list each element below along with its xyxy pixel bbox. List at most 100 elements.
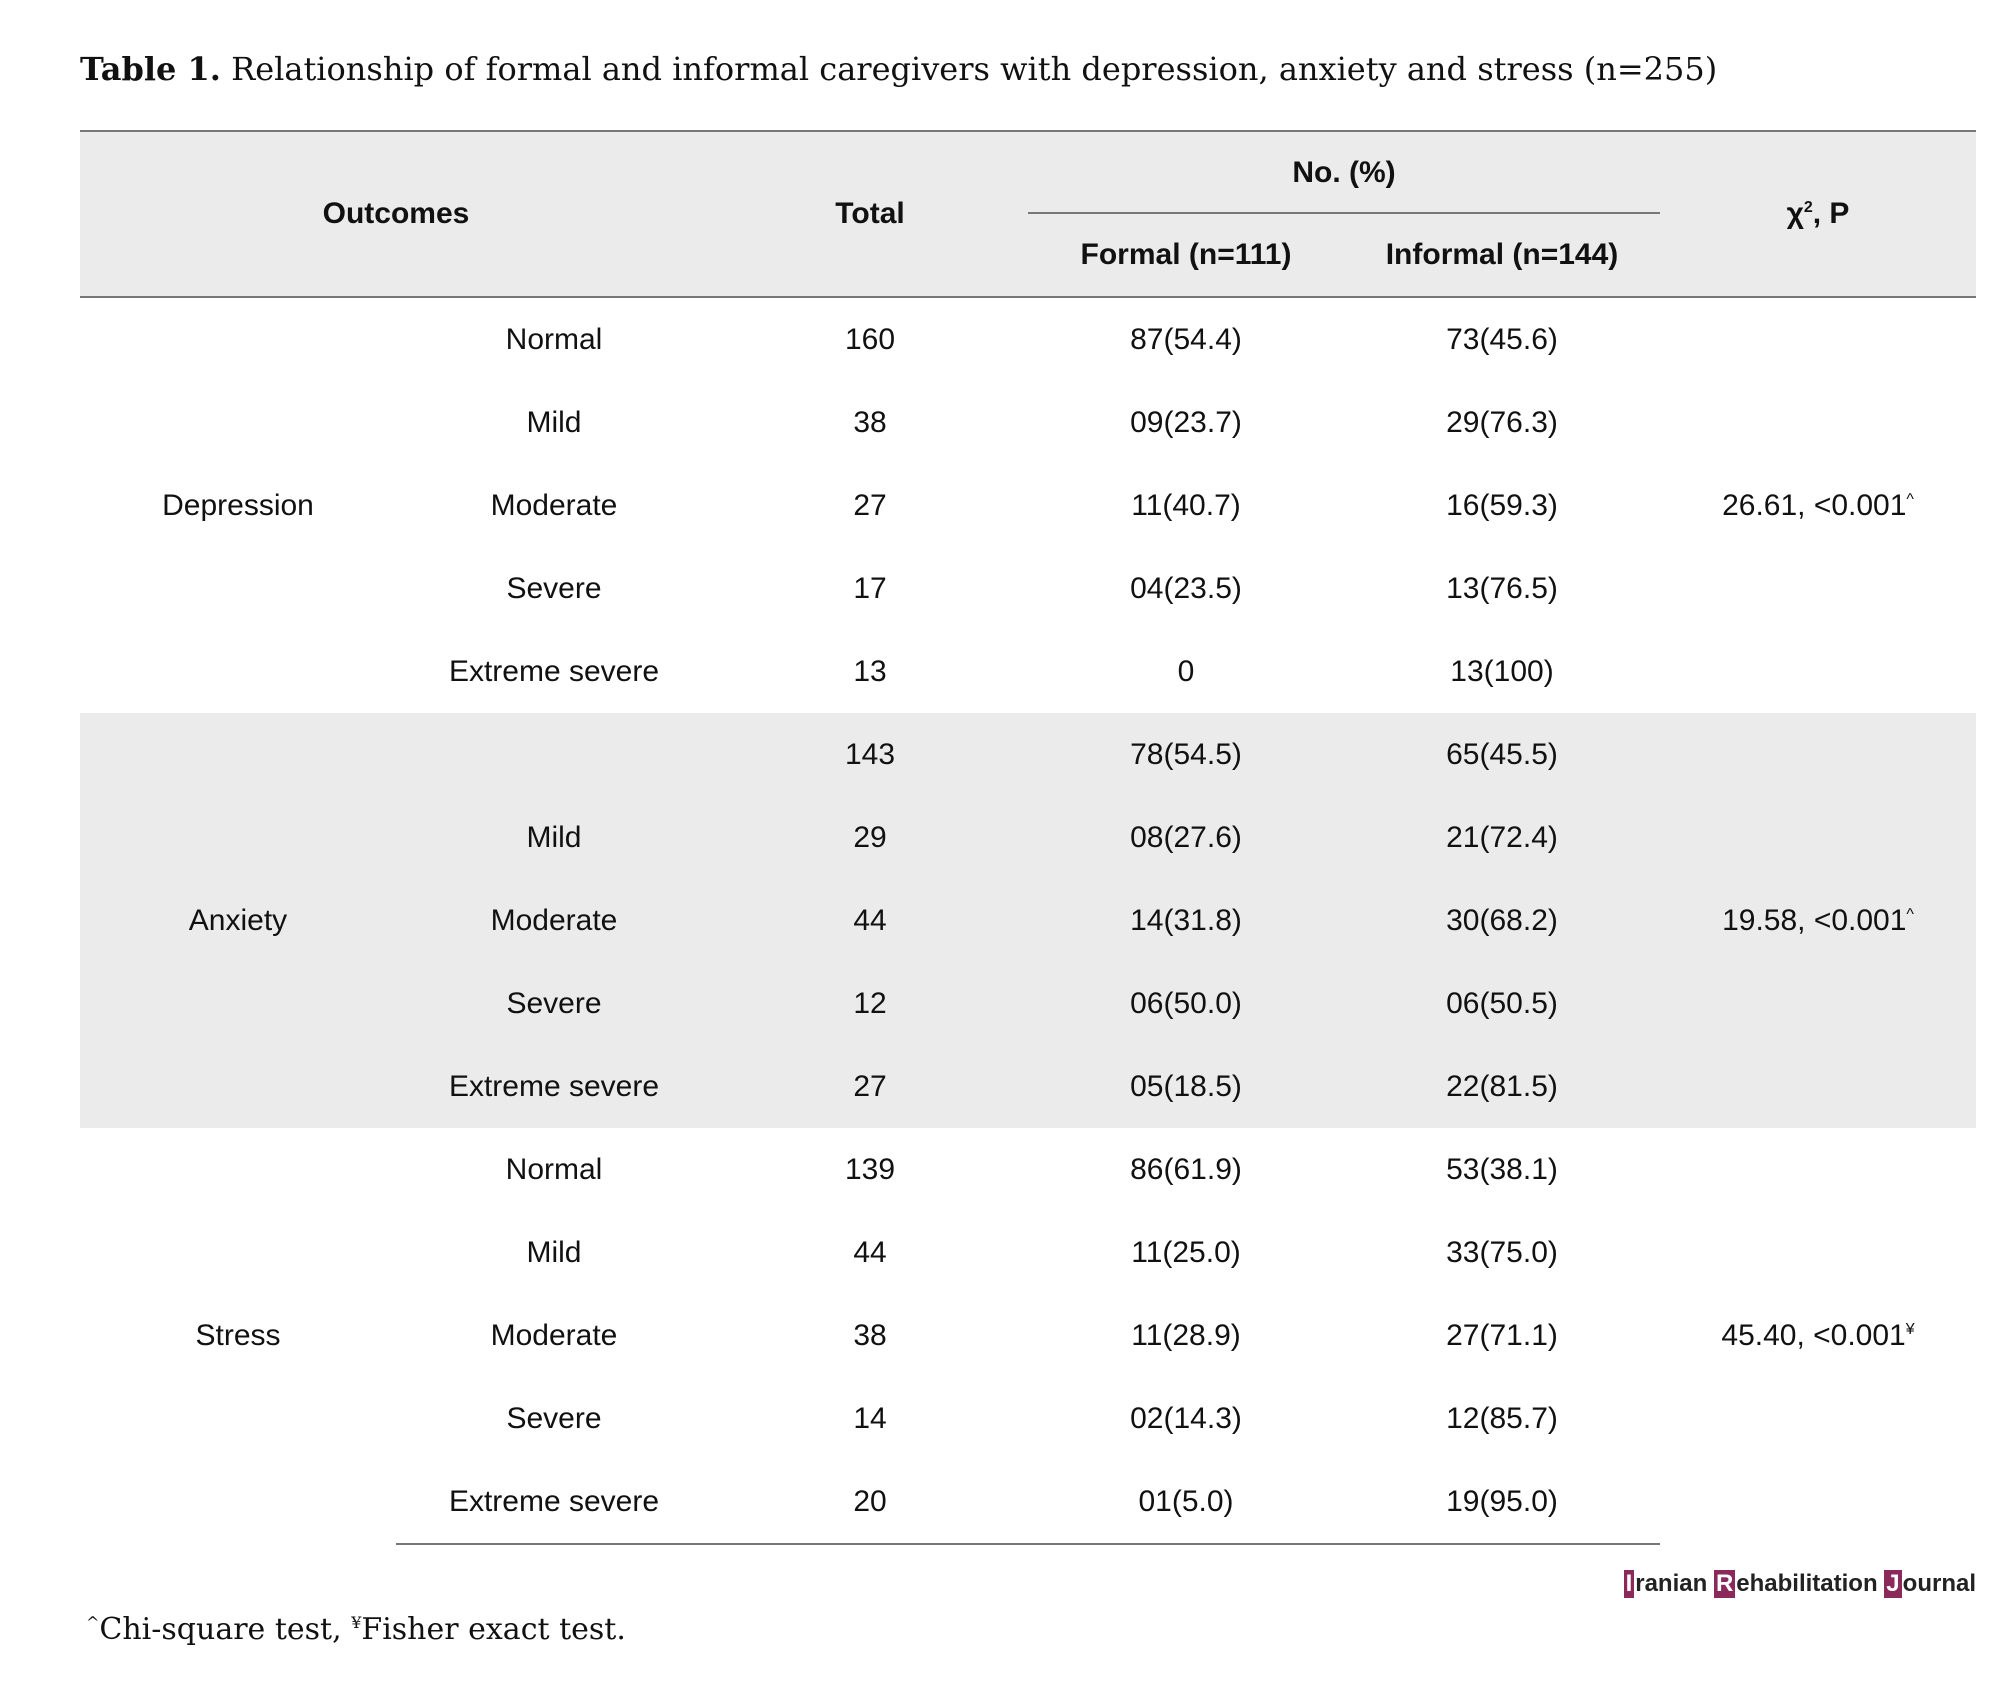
- severity-level: Severe: [506, 1401, 602, 1435]
- informal-cell: 65(45.5): [1344, 713, 1661, 796]
- table-row: Depression Normal 160 87(54.4) 73(45.6) 26.61…: [80, 297, 1976, 522]
- test-marker: ^: [1906, 905, 1914, 923]
- severity-level: Normal: [505, 1152, 603, 1186]
- header-outcomes: Outcomes: [80, 130, 712, 298]
- informal-cell: 13(100): [1450, 654, 1554, 688]
- table-row: Severe 14 02(14.3) 12(85.7): [80, 1377, 1976, 1460]
- table-row: Severe 17 04(23.5) 13(76.5): [80, 547, 1976, 630]
- total-cell: 27: [712, 1045, 1028, 1128]
- table-row: Extreme severe 27 05(18.5) 22(81.5): [80, 1045, 1976, 1128]
- formal-cell: 09(23.7): [1130, 405, 1242, 439]
- severity-level: Extreme severe: [448, 654, 660, 688]
- chi-square-result: 26.61, <0.001^: [1660, 297, 1976, 713]
- header-formal: Formal (n=111): [1028, 214, 1344, 298]
- logo-letter-j: J: [1884, 1570, 1902, 1598]
- header-group-label: No. (%): [1292, 156, 1396, 189]
- severity-level: [396, 713, 712, 796]
- severity-level: Normal: [505, 322, 603, 356]
- logo-letter-i: I: [1623, 1570, 1635, 1598]
- group-stress: Stress Normal 139 86(61.9) 53(38.1) 45.40, <0…: [80, 1128, 1976, 1545]
- table-row: Moderate 27 11(40.7) 16(59.3): [80, 464, 1976, 547]
- formal-cell: 11(25.0): [1131, 1235, 1241, 1269]
- total-cell: 38: [853, 405, 887, 439]
- table-row: Mild 38 09(23.7) 29(76.3): [80, 381, 1976, 464]
- severity-level: Extreme severe: [396, 1460, 712, 1545]
- severity-level: Moderate: [396, 879, 712, 962]
- logo-word-1: ranian: [1635, 1570, 1714, 1597]
- severity-level: Moderate: [490, 1318, 618, 1352]
- chi-square-value: 45.40, <0.001: [1721, 1319, 1906, 1352]
- informal-cell: 33(75.0): [1446, 1235, 1558, 1269]
- total-cell: 17: [853, 571, 887, 605]
- logo-letter-r: R: [1713, 1570, 1736, 1598]
- table-label: Table 1.: [80, 50, 221, 88]
- table-row: Extreme severe 13 0 13(100): [80, 630, 1976, 713]
- footnote-mark-chi: ^: [86, 1613, 100, 1632]
- severity-level: Severe: [506, 571, 602, 605]
- formal-cell: 05(18.5): [1028, 1045, 1344, 1128]
- total-cell: 14: [853, 1401, 887, 1435]
- table-row: Mild 44 11(25.0) 33(75.0): [80, 1211, 1976, 1294]
- chi-square-value: 26.61, <0.001: [1722, 488, 1907, 522]
- formal-cell: 87(54.4): [1130, 322, 1242, 356]
- results-table: Outcomes Total No. (%) χ2, P Formal (n=1…: [80, 130, 1977, 1545]
- group-anxiety: Anxiety 143 78(54.5) 65(45.5) 19.58, <0.001^…: [80, 713, 1977, 1128]
- formal-cell: 86(61.9): [1130, 1152, 1242, 1186]
- total-cell: 143: [712, 713, 1028, 796]
- table-caption: Table 1. Relationship of formal and info…: [80, 50, 1717, 88]
- formal-cell: 01(5.0): [1028, 1460, 1344, 1545]
- informal-cell: 21(72.4): [1344, 796, 1661, 879]
- table-row: Mild 29 08(27.6) 21(72.4): [80, 796, 1976, 879]
- informal-cell: 30(68.2): [1344, 879, 1661, 962]
- header-chi-superscript: 2: [1803, 199, 1813, 216]
- informal-cell: 12(85.7): [1446, 1401, 1558, 1435]
- formal-cell: 02(14.3): [1130, 1401, 1242, 1435]
- outcome-name: Anxiety: [80, 713, 396, 1128]
- table-footnote: ^Chi-square test, ¥Fisher exact test.: [86, 1612, 626, 1647]
- total-cell: 27: [853, 488, 887, 522]
- formal-cell: 14(31.8): [1028, 879, 1344, 962]
- data-table-container: Outcomes Total No. (%) χ2, P Formal (n=1…: [80, 130, 1977, 1545]
- informal-cell: 29(76.3): [1446, 405, 1558, 439]
- header-chi-square: χ2, P: [1660, 130, 1977, 298]
- header-chi-tail: , P: [1812, 197, 1850, 230]
- table-row: Anxiety 143 78(54.5) 65(45.5) 19.58, <0.001^: [80, 713, 1977, 1128]
- group-rule: [1028, 212, 1661, 214]
- total-cell: 44: [712, 879, 1028, 962]
- total-cell: 12: [712, 962, 1028, 1045]
- header-group-no-percent: No. (%): [1028, 130, 1661, 214]
- informal-cell: 16(59.3): [1446, 488, 1558, 522]
- table-row: Moderate 38 11(28.9) 27(71.1): [80, 1294, 1976, 1377]
- informal-cell: 27(71.1): [1446, 1318, 1558, 1352]
- table-row: Extreme severe 20 01(5.0) 19(95.0): [80, 1460, 1976, 1545]
- formal-cell: 06(50.0): [1028, 962, 1344, 1045]
- total-cell: 20: [712, 1460, 1028, 1545]
- formal-cell: 11(28.9): [1131, 1318, 1241, 1352]
- informal-cell: 06(50.5): [1344, 962, 1661, 1045]
- header-informal: Informal (n=144): [1344, 214, 1661, 298]
- severity-level: Severe: [396, 962, 712, 1045]
- table-title: Relationship of formal and informal care…: [220, 50, 1718, 88]
- table-row: Stress Normal 139 86(61.9) 53(38.1) 45.40, <0…: [80, 1128, 1976, 1353]
- informal-cell: 53(38.1): [1446, 1152, 1558, 1186]
- test-marker: ^: [1906, 490, 1914, 508]
- severity-level: Mild: [526, 1235, 582, 1269]
- formal-cell: 04(23.5): [1130, 571, 1242, 605]
- chi-square-result: 19.58, <0.001^: [1660, 713, 1977, 1128]
- severity-level: Extreme severe: [396, 1045, 712, 1128]
- severity-level: Mild: [526, 405, 582, 439]
- footnote-fisher-text: Fisher exact test.: [361, 1612, 626, 1647]
- informal-cell: 19(95.0): [1344, 1460, 1661, 1545]
- table-row: Moderate 44 14(31.8) 30(68.2): [80, 879, 1976, 962]
- informal-cell: 73(45.6): [1446, 322, 1558, 356]
- total-cell: 139: [844, 1152, 896, 1186]
- total-cell: 44: [853, 1235, 887, 1269]
- total-cell: 38: [853, 1318, 887, 1352]
- chi-square-result: 45.40, <0.001¥: [1660, 1128, 1976, 1544]
- severity-level: Mild: [396, 796, 712, 879]
- table-row: Severe 12 06(50.0) 06(50.5): [80, 962, 1976, 1045]
- formal-cell: 78(54.5): [1028, 713, 1344, 796]
- total-cell: 29: [712, 796, 1028, 879]
- informal-cell: 22(81.5): [1344, 1045, 1661, 1128]
